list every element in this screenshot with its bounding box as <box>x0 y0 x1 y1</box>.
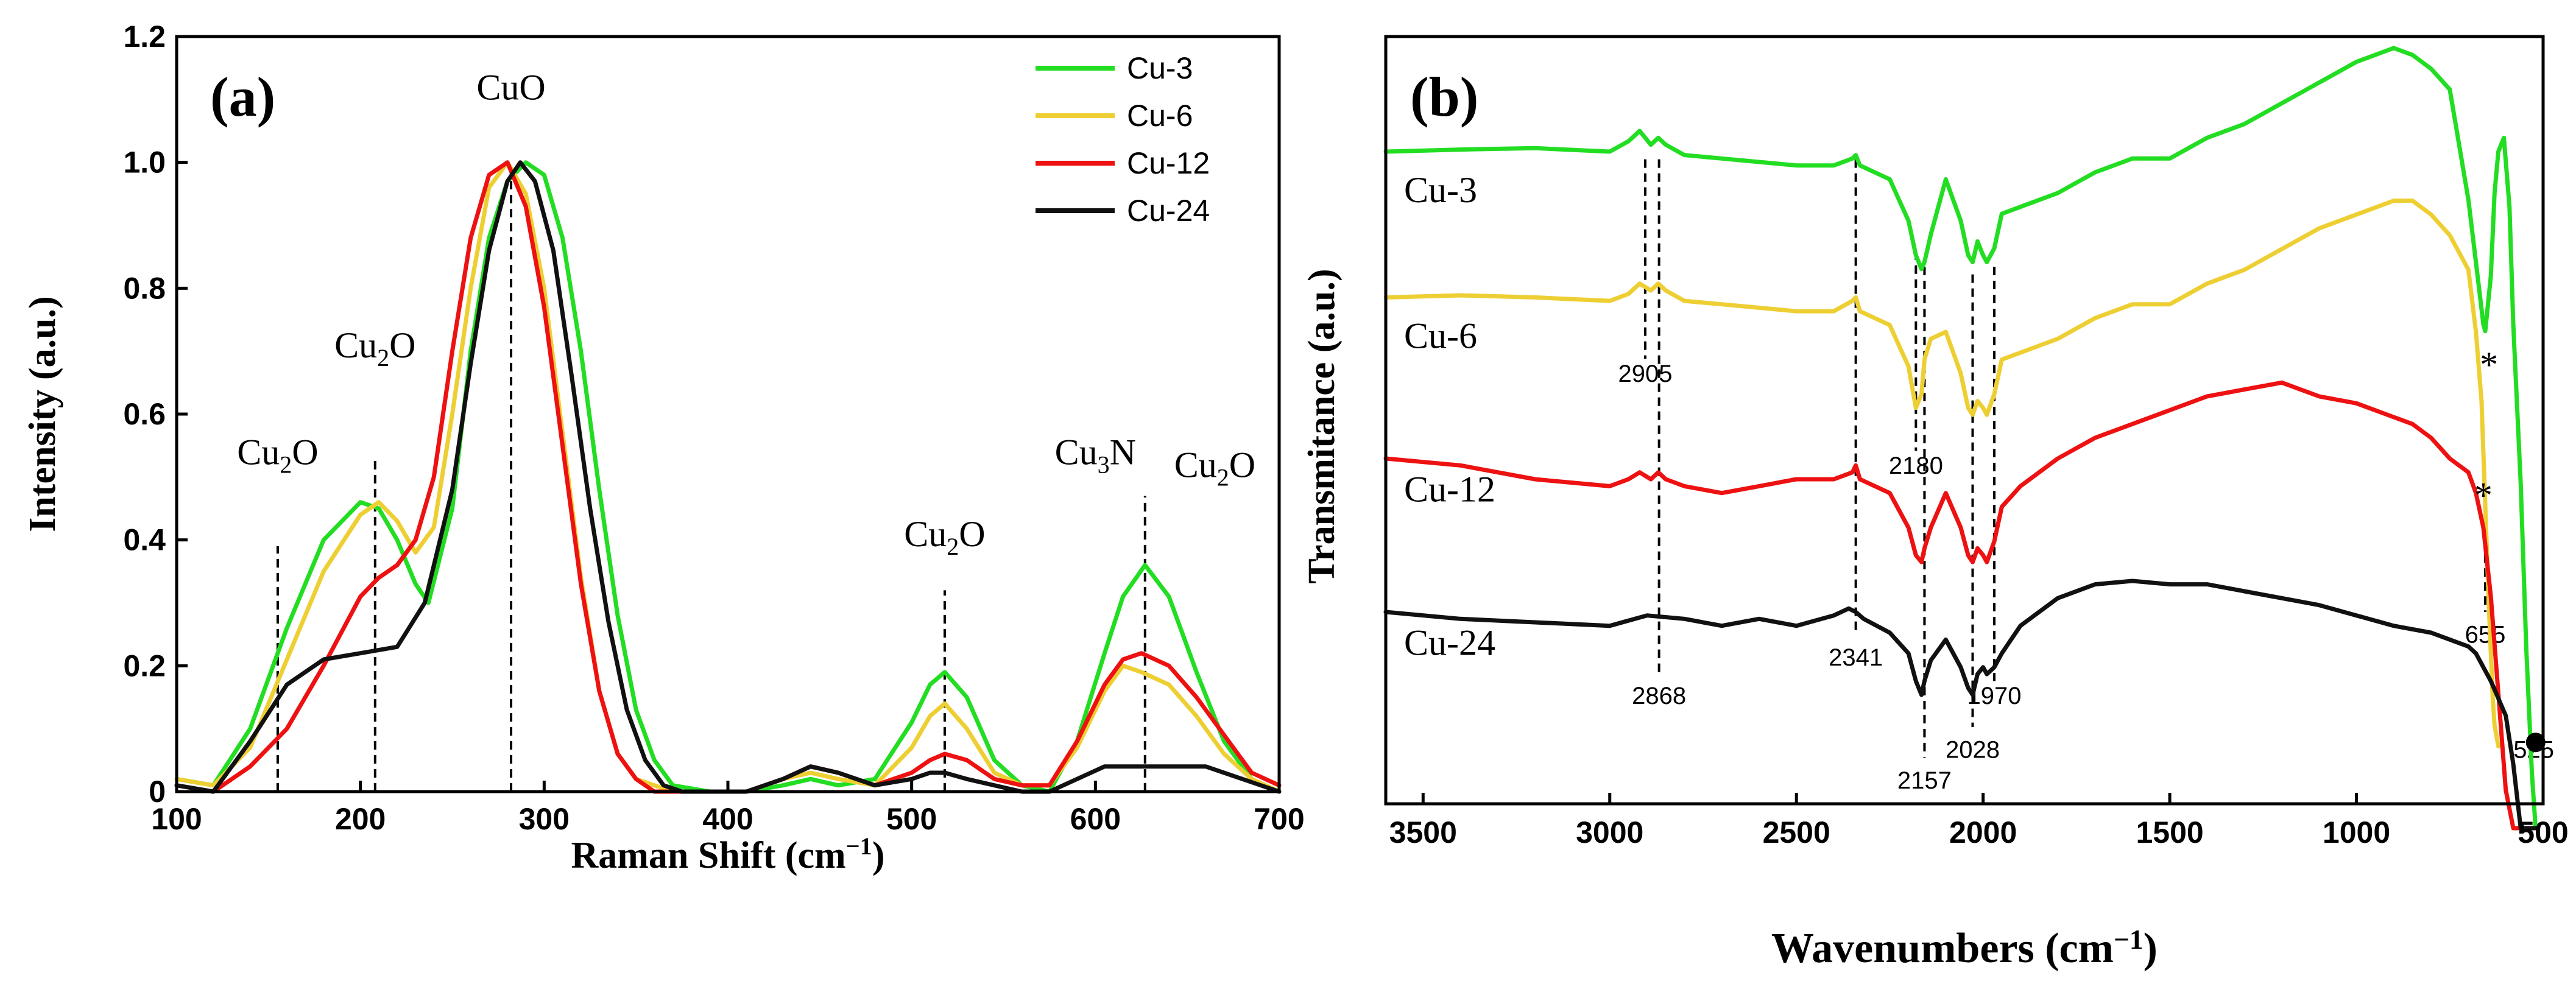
legend-label-cu-12: Cu-12 <box>1127 146 1210 180</box>
ftir-x-tick-label: 1500 <box>2136 815 2203 849</box>
raman-series-cu-24 <box>174 160 1282 794</box>
legend-label-cu-3: Cu-3 <box>1127 51 1193 85</box>
raman-x-label: Raman Shift (cm−1) <box>571 832 885 876</box>
ftir-guide-lines: 2905286823412180215720281970655525 <box>1618 159 2554 794</box>
raman-y-tick-label: 1.0 <box>123 146 166 180</box>
ftir-x-tick-label: 1000 <box>2323 815 2390 849</box>
ftir-label-cu-24: Cu-24 <box>1404 622 1495 663</box>
ftir-series-cu-3 <box>1383 46 2538 831</box>
raman-y-tick-label: 0 <box>149 775 166 809</box>
ftir-wavenumber-label: 655 <box>2465 621 2506 648</box>
ftir-wavenumber-label: 2905 <box>1618 360 1672 387</box>
raman-legend: Cu-3 Cu-6 Cu-12 Cu-24 <box>1036 51 1210 228</box>
ftir-wavenumber-label: 2028 <box>1946 736 2000 763</box>
ftir-x-ticks: 3500 3000 2500 2000 1500 1000 500 <box>1389 793 2569 849</box>
raman-y-tick-label: 0.6 <box>123 397 166 431</box>
ftir-x-tick-label: 500 <box>2518 815 2568 849</box>
ftir-star-marker: * <box>2480 345 2498 385</box>
ftir-series-cu-6 <box>1383 199 2500 748</box>
ftir-plot-frame <box>1384 35 2545 806</box>
raman-x-tick-label: 200 <box>335 802 386 836</box>
raman-y-tick-label: 1.2 <box>123 19 166 54</box>
ftir-series-labels: Cu-3 Cu-6 Cu-12 Cu-24 <box>1404 170 1495 663</box>
ftir-dot-marker <box>2525 733 2546 753</box>
ftir-x-tick-label: 3000 <box>1576 815 1643 849</box>
raman-guide-lines <box>276 162 1146 792</box>
legend-label-cu-24: Cu-24 <box>1127 194 1210 228</box>
ftir-x-label: Wavenumbers (cm−1) <box>1771 924 2158 972</box>
raman-y-ticks: 0 0.2 0.4 0.6 0.8 1.0 1.2 <box>123 19 188 809</box>
panel-a: Cu2O Cu2O CuO Cu2O Cu3N Cu2O 100 200 300 400 500 6… <box>22 19 1305 876</box>
ftir-y-label: Transmitance (a.u.) <box>1301 269 1343 583</box>
panel-b-tag: (b) <box>1410 66 1478 128</box>
raman-annotation-cu2o: Cu2O <box>1174 445 1255 491</box>
ftir-wavenumber-label: 2180 <box>1889 452 1943 479</box>
raman-y-tick-label: 0.8 <box>123 271 166 305</box>
ftir-label-cu-12: Cu-12 <box>1404 469 1495 509</box>
raman-y-tick-label: 0.4 <box>123 523 166 557</box>
ftir-x-tick-label: 2500 <box>1763 815 1830 849</box>
ftir-star-marker: * <box>2474 475 2493 515</box>
ftir-wavenumber-label: 2868 <box>1632 683 1686 709</box>
raman-x-tick-label: 600 <box>1070 802 1121 836</box>
ftir-label-cu-6: Cu-6 <box>1404 315 1477 356</box>
raman-annotation-cu2o: Cu2O <box>904 514 985 560</box>
legend-label-cu-6: Cu-6 <box>1127 99 1193 133</box>
raman-y-label: Intensity (a.u.) <box>22 296 63 532</box>
ftir-wavenumber-label: 2157 <box>1897 767 1952 794</box>
raman-y-tick-label: 0.2 <box>123 649 166 683</box>
raman-annotation-cu2o: Cu2O <box>237 432 318 479</box>
panel-b: 2905286823412180215720281970655525 ** Cu… <box>1301 35 2569 972</box>
raman-x-tick-label: 500 <box>886 802 937 836</box>
ftir-x-tick-label: 2000 <box>1949 815 2017 849</box>
raman-annotation-cu3n: Cu3N <box>1055 432 1136 479</box>
raman-x-tick-label: 700 <box>1254 802 1304 836</box>
ftir-series-cu-12 <box>1383 380 2538 831</box>
ftir-label-cu-3: Cu-3 <box>1404 170 1477 210</box>
raman-x-ticks: 100 200 300 400 500 600 700 <box>151 781 1305 836</box>
raman-annotations: Cu2O Cu2O CuO Cu2O Cu3N Cu2O <box>237 67 1255 560</box>
raman-annotation-cuo: CuO <box>476 67 545 107</box>
ftir-markers: ** <box>2474 345 2546 753</box>
raman-x-tick-label: 400 <box>702 802 753 836</box>
ftir-wavenumber-label: 2341 <box>1829 644 1883 671</box>
raman-annotation-cu2o: Cu2O <box>334 325 415 371</box>
raman-x-tick-label: 300 <box>519 802 570 836</box>
panel-a-tag: (a) <box>210 66 275 128</box>
ftir-series <box>1383 46 2538 831</box>
ftir-series-cu-24 <box>1383 578 2538 831</box>
raman-x-tick-label: 100 <box>151 802 202 836</box>
ftir-x-tick-label: 3500 <box>1389 815 1457 849</box>
